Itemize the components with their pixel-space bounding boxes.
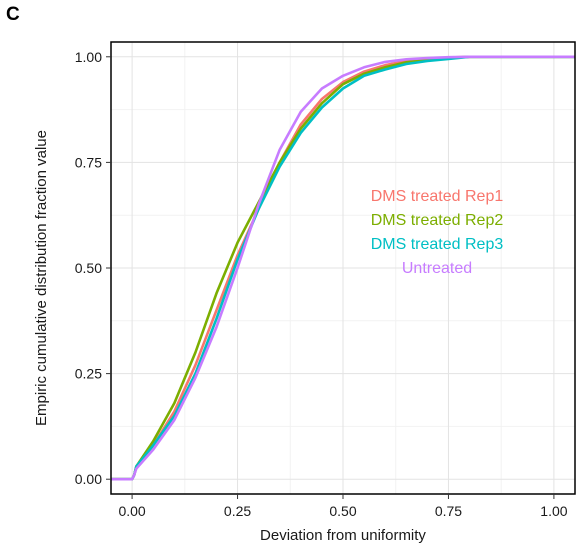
series-line-3 (111, 55, 575, 481)
legend-label-2: DMS treated Rep2 (371, 212, 504, 229)
grid-lines (111, 42, 575, 494)
y-axis-title: Empiric cumulative distribution fraction… (33, 130, 50, 426)
series-lines (111, 55, 575, 481)
x-tick-label: 0.00 (118, 503, 145, 519)
x-tick-label: 0.75 (435, 503, 462, 519)
y-tick-label: 0.50 (75, 260, 102, 276)
x-tick-label: 1.00 (540, 503, 567, 519)
legend-label-4: Untreated (402, 260, 472, 277)
y-tick-label: 1.00 (75, 49, 102, 65)
y-tick-label: 0.75 (75, 154, 102, 170)
axis-ticks: 0.00 0.25 0.50 0.75 1.00 0.00 0.25 0.50 0.75 1.00 (75, 49, 568, 519)
y-tick-label: 0.00 (75, 471, 102, 487)
legend-label-3: DMS treated Rep3 (371, 236, 504, 253)
x-tick-label: 0.25 (224, 503, 251, 519)
panel-label: C (6, 4, 20, 25)
y-tick-label: 0.25 (75, 366, 102, 382)
legend: DMS treated Rep1 DMS treated Rep2 DMS trea… (371, 188, 504, 277)
legend-label-1: DMS treated Rep1 (371, 188, 504, 205)
x-axis-title: Deviation from uniformity (260, 527, 426, 544)
series-line-4 (111, 55, 575, 481)
x-tick-label: 0.50 (329, 503, 356, 519)
